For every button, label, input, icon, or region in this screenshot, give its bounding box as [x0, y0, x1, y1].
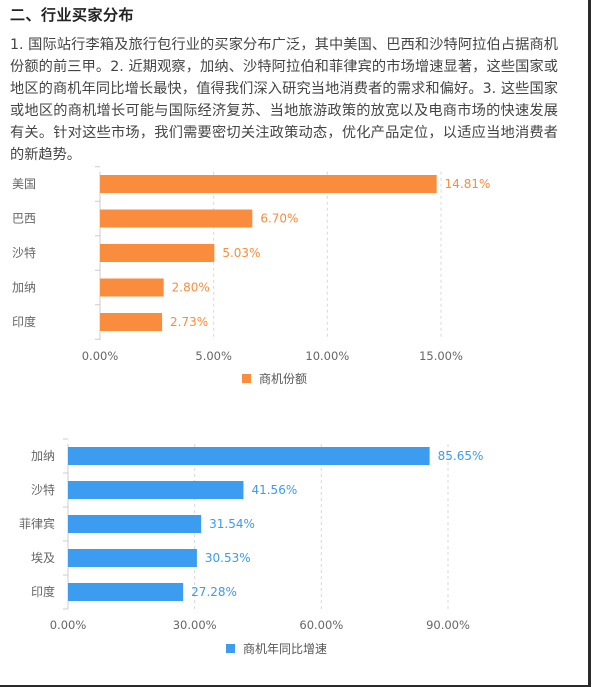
category-label: 巴西 [12, 212, 36, 226]
data-label: 14.81% [445, 177, 491, 191]
market-share-chart: 0.00% 5.00% 10.00% 15.00% 美国 14.81% 巴西 6.70% 沙特 5… [12, 166, 491, 386]
data-label: 85.65% [438, 449, 484, 463]
category-label: 埃及 [31, 551, 55, 565]
x-tick-label: 5.00% [195, 349, 232, 363]
x-tick-label: 0.00% [82, 349, 119, 363]
x-tick-label: 60.00% [299, 618, 343, 632]
yoy-growth-chart: 0.00% 30.00% 60.00% 90.00% 加纳 85.65% 沙特 41.56% 菲… [19, 438, 484, 656]
bar [68, 583, 184, 601]
category-label: 菲律宾 [19, 516, 55, 531]
bar [100, 209, 253, 228]
category-label: 印度 [12, 314, 36, 329]
x-tick-label: 30.00% [173, 618, 217, 632]
data-label: 27.28% [191, 585, 237, 599]
legend-label: 商机年同比增速 [243, 641, 327, 656]
x-tick-label: 15.00% [419, 349, 463, 363]
section-title: 二、行业买家分布 [10, 6, 135, 24]
bar [68, 481, 244, 499]
data-label: 2.73% [170, 315, 208, 329]
data-label: 6.70% [260, 212, 298, 226]
bar [68, 447, 430, 465]
legend-swatch [226, 644, 235, 653]
legend-label: 商机份额 [259, 371, 307, 386]
legend-swatch [242, 374, 251, 383]
x-tick-label: 90.00% [426, 618, 470, 632]
category-label: 沙特 [12, 245, 36, 260]
data-label: 41.56% [251, 483, 297, 497]
category-label: 加纳 [12, 281, 36, 295]
bar [100, 313, 163, 331]
category-label: 沙特 [31, 482, 55, 497]
bar [100, 278, 164, 297]
data-label: 30.53% [205, 551, 251, 565]
x-tick-label: 0.00% [50, 618, 87, 632]
data-label: 31.54% [209, 517, 255, 531]
category-label: 印度 [31, 584, 55, 599]
summary-paragraph: 1. 国际站行李箱及旅行包行业的买家分布广泛，其中美国、巴西和沙特阿拉伯占据商机… [10, 37, 558, 163]
category-label: 美国 [12, 177, 36, 191]
x-tick-label: 10.00% [305, 349, 349, 363]
data-label: 5.03% [222, 246, 260, 260]
bar [68, 549, 197, 567]
bar [68, 515, 202, 533]
bar [100, 175, 437, 193]
bar [100, 244, 215, 262]
category-label: 加纳 [31, 449, 55, 463]
data-label: 2.80% [172, 281, 210, 295]
